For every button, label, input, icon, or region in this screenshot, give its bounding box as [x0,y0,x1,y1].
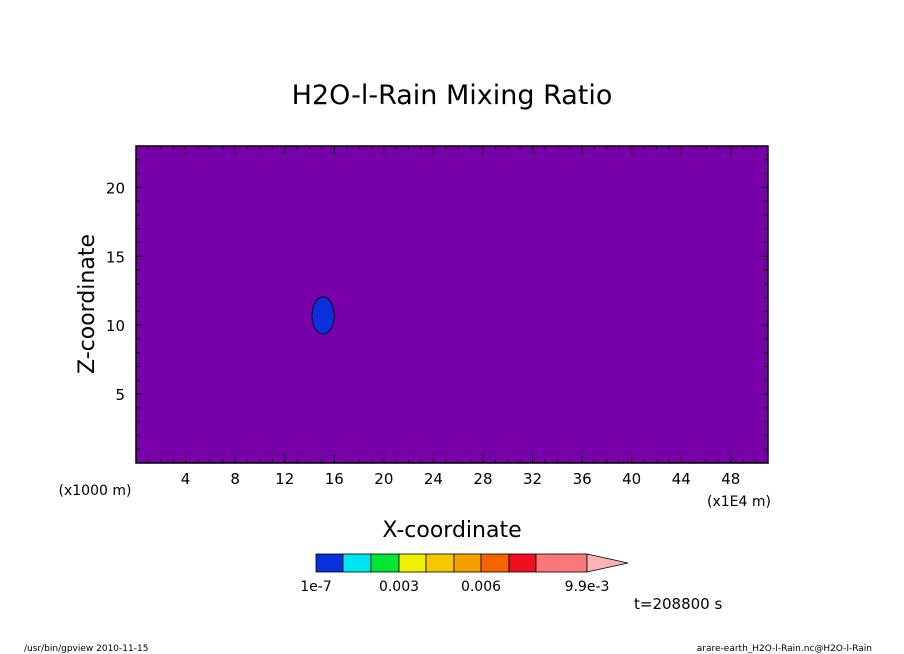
x-tick-label: 8 [230,470,240,488]
y-unit-label: (x1000 m) [59,483,132,499]
x-axis-label: X-coordinate [382,518,521,543]
colorbar-swatch-0 [315,553,344,573]
colorbar-swatch-6 [480,553,510,573]
y-tick-label: 15 [106,248,125,266]
field-feature-0 [311,296,335,335]
x-tick-label: 24 [424,470,443,488]
x-tick-label: 28 [473,470,492,488]
field-features [311,296,335,335]
colorbar: 1e-7 0.003 0.006 9.9e-3 [300,553,629,595]
y-tick-label: 5 [115,386,125,404]
x-tick-label: 20 [374,470,393,488]
x-tick-label: 48 [721,470,740,488]
x-tick-label: 12 [275,470,294,488]
colorbar-tick-label: 9.9e-3 [565,579,610,595]
x-tick-label: 44 [672,470,691,488]
colorbar-swatch-5 [453,553,482,573]
x-tick-label: 40 [622,470,641,488]
x-tick-label: 4 [181,470,191,488]
x-tick-label: 32 [523,470,542,488]
colorbar-swatch-8 [535,553,588,573]
footer-left: /usr/bin/gpview 2010-11-15 [24,644,148,654]
x-tick-label: 36 [573,470,592,488]
colorbar-swatch-3 [398,553,427,573]
field-background [136,146,768,463]
colorbar-extend-arrow [586,553,629,573]
colorbar-swatch-1 [342,553,372,573]
colorbar-swatch-2 [370,553,400,573]
time-label: t=208800 s [634,595,722,613]
x-unit-label: (x1E4 m) [707,494,771,510]
footer-right: arare-earth_H2O-l-Rain.nc@H2O-l-Rain [697,644,872,654]
colorbar-swatch-4 [425,553,455,573]
chart-title: H2O-l-Rain Mixing Ratio [292,80,613,111]
plot-frame [135,145,769,464]
y-tick-label: 20 [106,179,125,197]
y-axis-label: Z-coordinate [75,234,100,374]
y-tick-label: 10 [106,317,125,335]
colorbar-tick-label: 1e-7 [300,579,331,595]
colorbar-tick-label: 0.003 [379,579,419,595]
colorbar-tick-label: 0.006 [461,579,501,595]
colorbar-swatch-7 [508,553,537,573]
x-tick-label: 16 [325,470,344,488]
